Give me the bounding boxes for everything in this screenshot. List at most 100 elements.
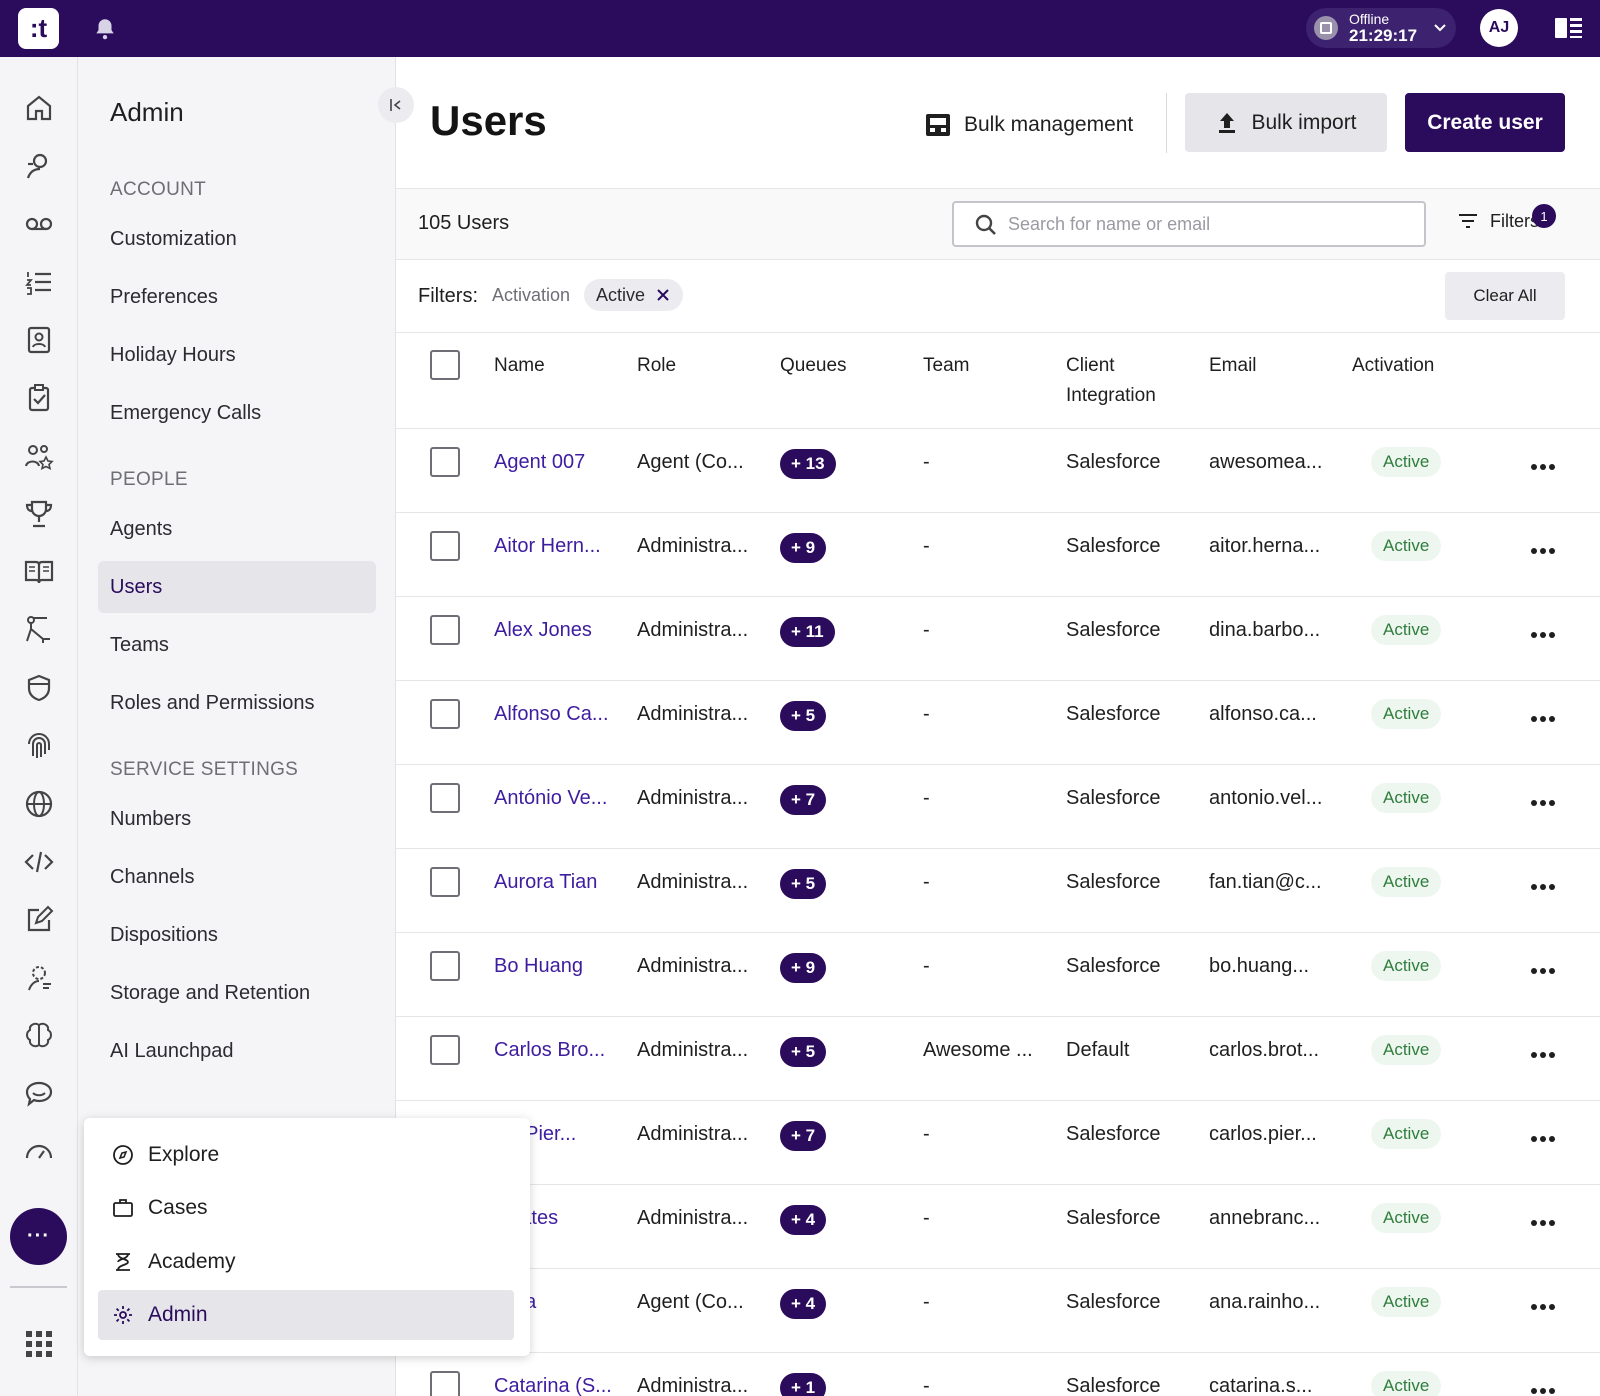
row-checkbox[interactable] (430, 531, 460, 561)
user-name-link[interactable]: Aurora Tian (494, 871, 598, 893)
clear-all-button[interactable]: Clear All (1445, 272, 1565, 320)
user-name-link[interactable]: Alex Jones (494, 619, 592, 641)
sidebar-item-customization[interactable]: Customization (110, 227, 237, 250)
user-name-link[interactable]: Alfonso Ca... (494, 703, 609, 725)
column-role[interactable]: Role (637, 355, 677, 376)
table-row[interactable]: los Pier... Administra... + 7- Salesforce ca… (396, 1101, 1600, 1185)
fingerprint-icon[interactable] (23, 730, 55, 762)
user-name-link[interactable]: Catarina (S... (494, 1375, 612, 1396)
sidebar-item-holiday-hours[interactable]: Holiday Hours (110, 343, 236, 366)
globe-icon[interactable] (23, 788, 55, 820)
sidebar-item-channels[interactable]: Channels (110, 865, 195, 888)
more-actions-icon[interactable] (1528, 625, 1558, 645)
sidebar-item-dispositions[interactable]: Dispositions (110, 923, 218, 946)
table-row[interactable]: António Ve... Administra... + 7 - Salesforce… (396, 765, 1600, 849)
more-apps-button[interactable]: ··· (10, 1208, 67, 1265)
user-name-link[interactable]: Aitor Hern... (494, 535, 601, 557)
gauge-icon[interactable] (23, 1136, 55, 1168)
chat-icon[interactable] (23, 1078, 55, 1110)
queues-badge[interactable]: + 11 (780, 617, 835, 647)
apps-grid-icon[interactable] (25, 1330, 53, 1358)
home-icon[interactable] (23, 92, 55, 124)
more-actions-icon[interactable] (1528, 1381, 1558, 1396)
user-name-link[interactable]: Agent 007 (494, 451, 586, 473)
shield-icon[interactable] (23, 672, 55, 704)
voicemail-icon[interactable] (23, 208, 55, 240)
table-row[interactable]: Aurora Tian Administra... + 5 - Salesforce fa… (396, 849, 1600, 933)
flow-icon[interactable] (23, 614, 55, 646)
table-row[interactable]: Carlos Bro... Administra... + 5 Awesome ...… (396, 1017, 1600, 1101)
bell-icon[interactable] (92, 16, 118, 42)
sidebar-item-numbers[interactable]: Numbers (110, 807, 192, 830)
code-icon[interactable] (23, 846, 55, 878)
sidebar-item-emergency-calls[interactable]: Emergency Calls (110, 401, 262, 424)
sidebar-item-agents[interactable]: Agents (110, 517, 173, 540)
sidebar-item-roles-permissions[interactable]: Roles and Permissions (110, 691, 315, 714)
search-input[interactable] (1008, 211, 1408, 237)
sidebar-item-preferences[interactable]: Preferences (110, 285, 218, 308)
queues-badge[interactable]: + 13 (780, 449, 836, 479)
table-row[interactable]: Aitor Hern... Administra... + 9 - Salesforce… (396, 513, 1600, 597)
row-checkbox[interactable] (430, 867, 460, 897)
analytics-icon[interactable] (23, 962, 55, 994)
list-icon[interactable] (23, 266, 55, 298)
sidebar-item-users[interactable]: Users (98, 561, 376, 613)
table-row[interactable]: Alfonso Ca... Administra... + 5 - Salesforce… (396, 681, 1600, 765)
row-checkbox[interactable] (430, 1371, 460, 1396)
collapse-sidebar-button[interactable] (378, 87, 414, 123)
more-actions-icon[interactable] (1528, 709, 1558, 729)
user-name-link[interactable]: Bo Huang (494, 955, 583, 977)
row-checkbox[interactable] (430, 951, 460, 981)
contacts-icon[interactable] (23, 324, 55, 356)
queues-badge[interactable]: + 4 (780, 1205, 827, 1235)
column-team[interactable]: Team (923, 355, 970, 376)
menu-item-admin[interactable]: Admin (98, 1290, 514, 1340)
headset-icon[interactable] (23, 150, 55, 182)
more-actions-icon[interactable] (1528, 541, 1558, 561)
column-activation[interactable]: Activation (1352, 355, 1435, 376)
queues-badge[interactable]: + 5 (780, 701, 827, 731)
avatar[interactable]: AJ (1480, 9, 1518, 47)
sidebar-item-teams[interactable]: Teams (110, 633, 169, 656)
bulk-management-button[interactable]: Bulk management (924, 105, 1133, 145)
create-user-button[interactable]: Create user (1405, 93, 1565, 152)
clipboard-check-icon[interactable] (23, 382, 55, 414)
more-actions-icon[interactable] (1528, 877, 1558, 897)
user-name-link[interactable]: António Ve... (494, 787, 608, 809)
row-checkbox[interactable] (430, 783, 460, 813)
team-star-icon[interactable] (23, 440, 55, 472)
queues-badge[interactable]: + 7 (780, 785, 827, 815)
app-logo[interactable]: :t (18, 8, 59, 49)
table-row[interactable]: Catarina (S... Administra... + 1 - Salesforc… (396, 1353, 1600, 1396)
edit-icon[interactable] (23, 904, 55, 936)
close-icon[interactable] (655, 287, 671, 303)
select-all-checkbox[interactable] (430, 350, 460, 380)
menu-item-explore[interactable]: Explore (98, 1130, 514, 1180)
more-actions-icon[interactable] (1528, 1129, 1558, 1149)
side-panel-icon[interactable] (1554, 14, 1584, 42)
queues-badge[interactable]: + 4 (780, 1289, 827, 1319)
trophy-icon[interactable] (23, 498, 55, 530)
row-checkbox[interactable] (430, 1035, 460, 1065)
row-checkbox[interactable] (430, 699, 460, 729)
bulk-import-button[interactable]: Bulk import (1185, 93, 1387, 152)
queues-badge[interactable]: + 7 (780, 1121, 827, 1151)
table-row[interactable]: olinaAgent (Co...+ 4-Salesforceana.rainh… (396, 1269, 1600, 1353)
status-selector[interactable]: Offline 21:29:17 (1306, 8, 1456, 48)
queues-badge[interactable]: + 1 (780, 1373, 827, 1396)
queues-badge[interactable]: + 5 (780, 869, 827, 899)
brain-icon[interactable] (23, 1020, 55, 1052)
more-actions-icon[interactable] (1528, 457, 1558, 477)
more-actions-icon[interactable] (1528, 793, 1558, 813)
menu-item-cases[interactable]: Cases (98, 1183, 514, 1233)
column-client-integration[interactable]: Client Integration (1066, 355, 1156, 406)
sidebar-item-storage-retention[interactable]: Storage and Retention (110, 981, 311, 1004)
more-actions-icon[interactable] (1528, 1045, 1558, 1065)
queues-badge[interactable]: + 5 (780, 1037, 827, 1067)
table-row[interactable]: lyYatesAdministra...+ 4-Salesforceannebr… (396, 1185, 1600, 1269)
sidebar-item-ai-launchpad[interactable]: AI Launchpad (110, 1039, 234, 1062)
queues-badge[interactable]: + 9 (780, 953, 827, 983)
column-email[interactable]: Email (1209, 355, 1257, 376)
more-actions-icon[interactable] (1528, 961, 1558, 981)
more-actions-icon[interactable] (1528, 1213, 1558, 1233)
